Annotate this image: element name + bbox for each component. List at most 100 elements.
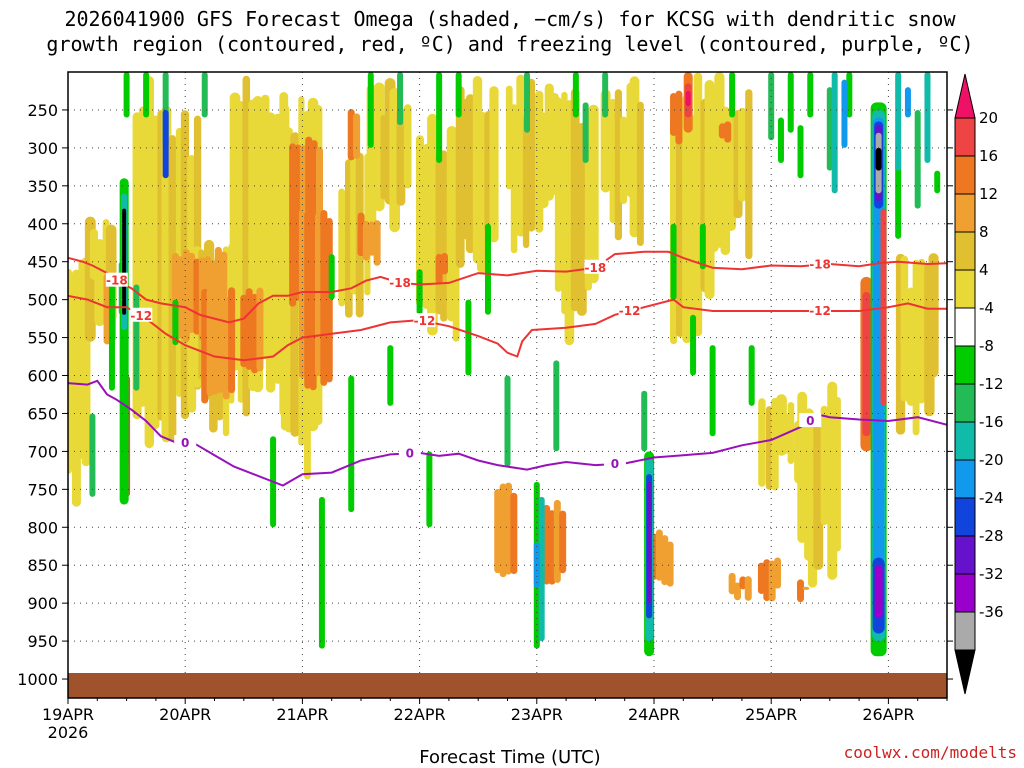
y-axis: 250 300 350 400 450 500 550 600 650 700 750 800 850 9… (17, 101, 953, 689)
omega-shade-cell (655, 529, 663, 581)
omega-shade-cell (554, 97, 562, 292)
omega-shade-cell (320, 210, 328, 386)
omega-shade-cell (510, 104, 518, 254)
contour-label: -12 (619, 304, 641, 318)
omega-shade-cell (465, 299, 472, 376)
omega-shade-cell (875, 147, 882, 171)
contour-lines: -18 -18 -18 -18 -12 -12 -12 -12 0 0 0 0 (68, 250, 947, 487)
omega-shade-cell (841, 79, 848, 148)
omega-shade-cell (787, 401, 795, 464)
omega-shade-cell (661, 535, 669, 586)
ground-surface (68, 673, 947, 698)
omega-shade-cell (265, 112, 276, 393)
omega-shade-cell (895, 72, 902, 171)
omega-shade-cell (484, 223, 491, 315)
omega-shade-cell (245, 288, 253, 370)
omega-shading (68, 72, 941, 657)
omega-shade-cell (588, 104, 599, 284)
omega-shade-cell (427, 113, 438, 336)
y-tick-label: 500 (27, 291, 58, 310)
omega-shade-cell (572, 72, 579, 118)
contour--12 (68, 294, 947, 362)
omega-shade-cell (895, 147, 902, 239)
x-tick-label: 19APR (42, 705, 94, 724)
chart-title-line1: 2026041900 GFS Forecast Omega (shaded, −… (64, 7, 956, 31)
omega-shade-cell (256, 287, 264, 372)
x-tick-label: 20APR (159, 705, 211, 724)
omega-shade-cell (548, 510, 556, 585)
omega-shade-cell (510, 492, 518, 575)
omega-shade-cell (240, 294, 248, 368)
omega-shade-cell (217, 286, 225, 393)
x-tick-label: 25APR (745, 705, 797, 724)
contour-label: -12 (414, 314, 436, 328)
colorbar-top-triangle (954, 73, 976, 119)
omega-shade-cell (347, 109, 355, 161)
contour-label-bg (809, 256, 832, 271)
omega-shade-cell (559, 510, 567, 574)
omega-shade-cell (516, 74, 526, 237)
omega-shade-cell (774, 557, 782, 589)
omega-shade-cell (162, 109, 169, 179)
colorbar-bottom-triangle (954, 649, 976, 695)
omega-shade-cell (641, 390, 648, 452)
omega-shade-cell (251, 293, 259, 374)
omega-shade-cell (797, 125, 804, 179)
colorbar-label: -36 (979, 603, 1004, 621)
omega-shade-cell (89, 413, 96, 497)
contour-label-bg (584, 259, 607, 274)
colorbar-label: 8 (979, 223, 989, 241)
omega-shade-cell (426, 451, 433, 528)
contour-label-bg (809, 303, 832, 318)
contour-label: 0 (406, 446, 414, 460)
contour-label-bg (398, 445, 421, 460)
omega-shade-cell (68, 268, 72, 474)
colorbar-label: -4 (979, 299, 994, 317)
colorbar-swatch (954, 231, 976, 271)
omega-shade-cell (718, 123, 726, 139)
omega-shade-cell (744, 576, 752, 601)
y-tick-label: 600 (27, 367, 58, 386)
omega-shade-cell (914, 109, 921, 209)
contour-0 (68, 379, 947, 487)
omega-shade-cell (699, 223, 706, 270)
contour-label: -12 (130, 309, 152, 323)
omega-shade-cell (757, 562, 765, 595)
omega-shade-cell (807, 72, 814, 118)
omega-shade-cell (748, 345, 755, 406)
omega-shade-cell (609, 98, 617, 223)
colorbar-swatch (954, 573, 976, 613)
credit-text: coolwx.com/modelts (844, 743, 1017, 762)
colorbar-label: -16 (979, 413, 1004, 431)
contour-label: -18 (809, 258, 831, 272)
omega-shade-cell (455, 72, 462, 118)
colorbar-label: -20 (979, 451, 1004, 469)
x-tick-label: 23APR (511, 705, 563, 724)
omega-shade-cell (768, 72, 775, 141)
omega-shade-cell (777, 117, 784, 164)
omega-shade-cell (338, 188, 346, 307)
colorbar-swatch (954, 117, 976, 157)
omega-shade-cell (834, 396, 841, 552)
colorbar-swatch (954, 497, 976, 537)
contour-label-bg (799, 413, 822, 428)
colorbar-swatch (954, 269, 976, 309)
omega-shade-cell (900, 255, 909, 402)
omega-shade-cell (122, 208, 127, 315)
colorbar-label: 4 (979, 261, 989, 279)
y-tick-label: 950 (27, 632, 58, 651)
y-tick-label: 700 (27, 442, 58, 461)
omega-shade-cell (373, 220, 381, 266)
omega-shade-cell (763, 559, 771, 602)
colorbar-label: -32 (979, 565, 1004, 583)
omega-shade-cell (647, 481, 652, 604)
colorbar-label: 16 (979, 147, 998, 165)
omega-shade-cell (918, 258, 926, 404)
omega-shade-cell (553, 499, 561, 583)
omega-shade-cell (846, 72, 853, 118)
omega-shade-cell (734, 582, 742, 601)
omega-shade-cell (924, 72, 931, 164)
y-tick-label: 800 (27, 518, 58, 537)
omega-shade-cell (309, 220, 317, 391)
